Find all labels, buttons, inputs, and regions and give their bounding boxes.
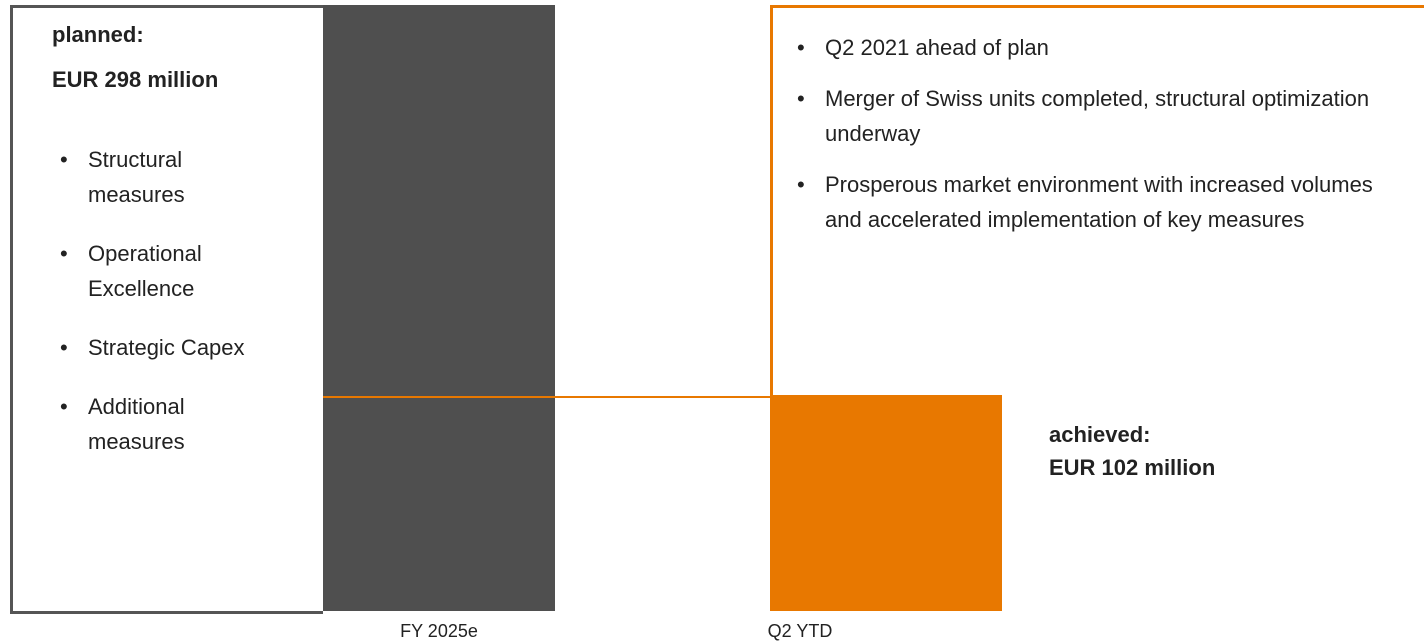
bullet: Operational Excellence	[60, 236, 250, 306]
connector-line	[323, 396, 772, 398]
bullet: Prosperous market environment with incre…	[797, 167, 1397, 237]
planned-bar	[323, 5, 555, 611]
achieved-title: achieved:	[1049, 422, 1151, 447]
planned-title: planned:	[52, 22, 144, 47]
achieved-bar	[770, 395, 1002, 611]
planned-bullets: Structural measures Operational Excellenc…	[60, 142, 250, 483]
achieved-amount: EUR 102 million	[1049, 455, 1216, 480]
planned-amount: EUR 298 million	[52, 67, 219, 92]
bar-label: Q2 YTD	[767, 621, 833, 641]
planned-box	[10, 5, 323, 614]
bullet: Strategic Capex	[60, 330, 250, 365]
bullet: Q2 2021 ahead of plan	[797, 30, 1397, 65]
bullet: Merger of Swiss units completed, structu…	[797, 81, 1397, 151]
status-bullets: Q2 2021 ahead of plan Merger of Swiss uni…	[797, 30, 1397, 253]
bullet: Additional measures	[60, 389, 250, 459]
bullet: Structural measures	[60, 142, 250, 212]
target-box	[770, 5, 1424, 611]
bar-label: FY 2025e	[400, 621, 478, 641]
